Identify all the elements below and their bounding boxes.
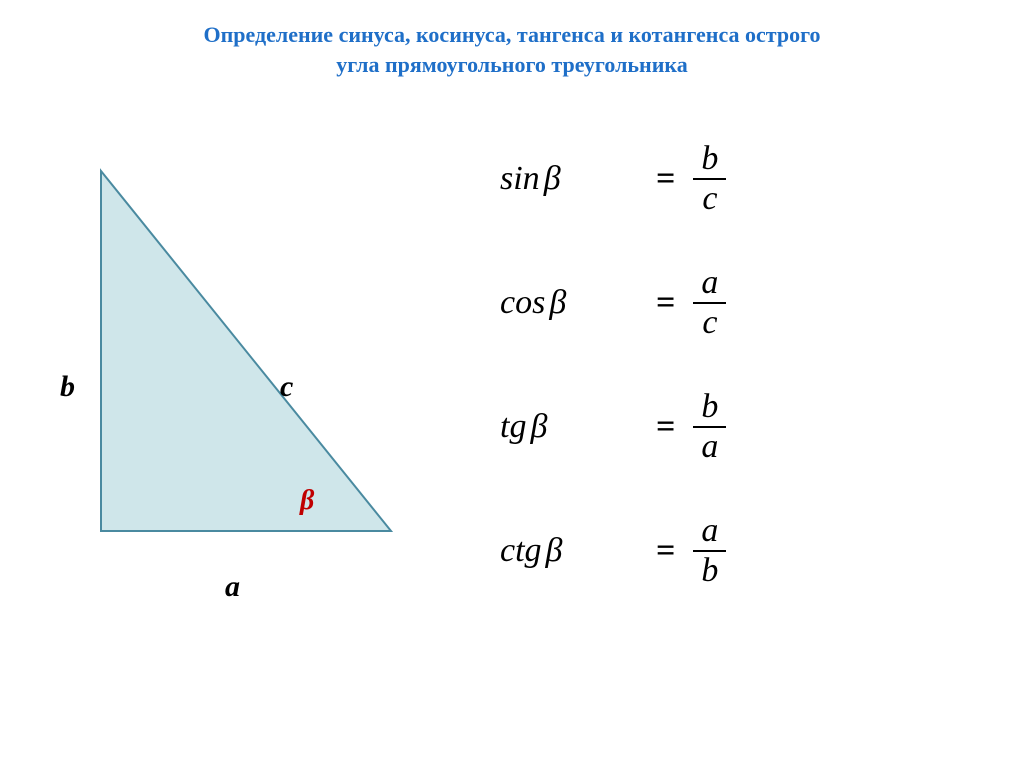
- title-line-2: угла прямоугольного треугольника: [336, 52, 687, 77]
- equals-sign: =: [656, 532, 675, 570]
- fraction-denominator: c: [694, 180, 725, 218]
- label-side-c: c: [280, 370, 293, 404]
- fraction: b c: [693, 140, 726, 218]
- fraction-denominator: a: [693, 428, 726, 466]
- formula-cos: cos β = a c: [500, 264, 900, 342]
- title-line-1: Определение синуса, косинуса, тангенса и…: [203, 22, 820, 47]
- formula-ctg-lhs: ctg β: [500, 532, 650, 570]
- fraction: a b: [693, 512, 726, 590]
- fn-name-tg: tg: [500, 408, 526, 446]
- formula-sin-lhs: sin β: [500, 160, 650, 198]
- fraction-numerator: a: [693, 512, 726, 550]
- angle-sym: β: [544, 160, 561, 198]
- label-side-b: b: [60, 370, 75, 404]
- label-angle-beta: β: [300, 485, 314, 517]
- formula-list: sin β = b c cos β = a c tg: [500, 140, 900, 636]
- angle-sym: β: [549, 284, 566, 322]
- formula-cos-lhs: cos β: [500, 284, 650, 322]
- fn-name-sin: sin: [500, 160, 540, 198]
- equals-sign: =: [656, 284, 675, 322]
- angle-sym: β: [530, 408, 547, 446]
- fraction-denominator: c: [694, 304, 725, 342]
- fraction-numerator: b: [693, 388, 726, 426]
- triangle-shape: [101, 171, 391, 531]
- triangle-svg: [95, 165, 415, 555]
- label-side-a: a: [225, 570, 240, 604]
- fn-name-cos: cos: [500, 284, 545, 322]
- formula-tg: tg β = b a: [500, 388, 900, 466]
- fraction: a c: [693, 264, 726, 342]
- fraction: b a: [693, 388, 726, 466]
- page-title: Определение синуса, косинуса, тангенса и…: [0, 20, 1024, 79]
- formula-sin: sin β = b c: [500, 140, 900, 218]
- fraction-denominator: b: [693, 552, 726, 590]
- angle-sym: β: [546, 532, 563, 570]
- fn-name-ctg: ctg: [500, 532, 542, 570]
- equals-sign: =: [656, 160, 675, 198]
- triangle-diagram: [95, 165, 415, 555]
- formula-ctg: ctg β = a b: [500, 512, 900, 590]
- fraction-numerator: a: [693, 264, 726, 302]
- equals-sign: =: [656, 408, 675, 446]
- page: Определение синуса, косинуса, тангенса и…: [0, 0, 1024, 767]
- fraction-numerator: b: [693, 140, 726, 178]
- formula-tg-lhs: tg β: [500, 408, 650, 446]
